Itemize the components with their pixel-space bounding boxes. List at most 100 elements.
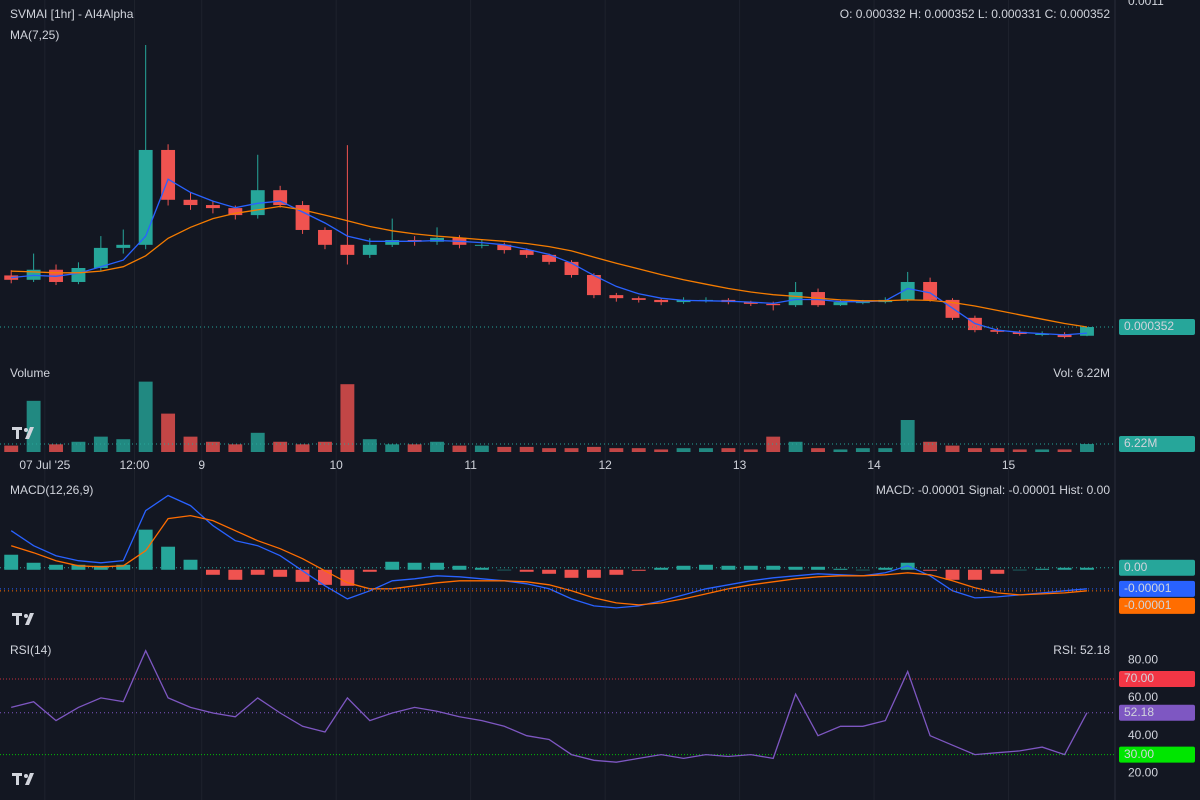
volume-bar <box>766 436 781 452</box>
y-tick-label: 20.00 <box>1128 766 1158 780</box>
histogram-bar <box>631 569 646 571</box>
histogram-bar <box>699 564 713 570</box>
volume-bar <box>967 448 982 452</box>
histogram-bar <box>362 569 377 572</box>
volume-bar <box>519 446 534 452</box>
volume-bar <box>4 445 19 452</box>
level-label-box <box>1119 671 1195 688</box>
volume-bar <box>250 432 265 452</box>
histogram-bar <box>4 554 19 570</box>
price-label-box <box>1119 319 1195 336</box>
volume-bar <box>542 448 557 452</box>
volume-label: 6.22M <box>1124 436 1157 450</box>
candle-body <box>93 247 108 268</box>
y-tick-label: 60.00 <box>1128 690 1158 704</box>
candle-body <box>228 208 243 216</box>
y-tick-label: 40.00 <box>1128 728 1158 742</box>
x-tick-label: 9 <box>198 458 205 472</box>
volume-bar <box>183 436 198 452</box>
histogram-bar <box>788 566 803 570</box>
histogram-bar <box>1080 567 1094 570</box>
histogram-bar <box>519 569 534 572</box>
histogram-bar <box>497 569 512 571</box>
histogram-bar <box>1057 567 1072 570</box>
volume-bar <box>586 446 601 452</box>
candle-body <box>900 281 915 300</box>
histogram-bar <box>71 564 86 570</box>
x-tick-label: 11 <box>464 458 477 472</box>
logo <box>12 613 34 625</box>
histogram-bar <box>273 569 288 577</box>
histogram-bar <box>743 565 758 570</box>
macd-line <box>11 514 1088 606</box>
histogram-bar <box>542 569 557 574</box>
volume-bar <box>273 441 288 452</box>
candle-body <box>923 281 938 300</box>
histogram-bar <box>1012 569 1027 571</box>
histogram-bar <box>318 569 332 585</box>
macd-value-label: -0.00001 <box>1124 581 1172 595</box>
volume-bar <box>564 448 579 452</box>
histogram-bar <box>586 569 601 578</box>
histogram-bar <box>654 567 669 570</box>
volume-bar <box>855 448 870 452</box>
hist-label: 0.00 <box>1124 560 1148 574</box>
x-tick-label: 12:00 <box>119 458 149 472</box>
candle-body <box>609 295 624 299</box>
candle-body <box>990 330 1005 332</box>
volume-bar <box>205 441 220 452</box>
y-tick-label: 80.00 <box>1128 652 1158 666</box>
volume-bar <box>788 441 803 452</box>
candle-body <box>474 244 489 246</box>
histogram-bar <box>967 569 982 580</box>
histogram-bar <box>295 569 310 582</box>
candle-body <box>631 298 646 300</box>
histogram-bar <box>766 565 781 570</box>
candle-body <box>116 244 131 248</box>
candle-body <box>743 302 758 304</box>
candle-body <box>586 274 601 296</box>
candle-body <box>205 205 220 209</box>
volume-bar <box>385 444 400 452</box>
histogram-bar <box>452 565 467 570</box>
rsi-label: 52.18 <box>1124 705 1154 719</box>
chart-title: SVMAI [1hr] - AI4Alpha <box>10 7 134 21</box>
volume-bar <box>811 448 825 452</box>
hist-label-box <box>1119 559 1195 576</box>
candle-body <box>318 229 332 245</box>
candle-body <box>1035 334 1050 336</box>
histogram-bar <box>228 569 243 580</box>
candle-body <box>542 254 557 262</box>
candle-body <box>788 292 803 306</box>
histogram-bar <box>407 562 422 570</box>
histogram-bar <box>564 569 579 578</box>
marks <box>0 45 1115 763</box>
volume-bar <box>318 441 332 452</box>
histogram-bar <box>49 564 63 570</box>
histogram-bar <box>183 559 198 570</box>
level-label: 70.00 <box>1124 671 1154 685</box>
volume-bar <box>474 445 489 452</box>
volume-bar <box>295 444 310 452</box>
x-tick-label: 10 <box>330 458 344 472</box>
volume-bar <box>676 448 691 452</box>
volume-bar <box>497 446 512 452</box>
panel-readout: Vol: 6.22M <box>1053 366 1110 380</box>
x-tick-label: 07 Jul '25 <box>19 458 70 472</box>
x-tick-label: 14 <box>867 458 881 472</box>
histogram-bar <box>855 569 870 571</box>
level-label: 30.00 <box>1124 747 1154 761</box>
candle-body <box>833 302 848 306</box>
histogram-bar <box>676 565 691 570</box>
candle-body <box>138 149 153 245</box>
histogram-bar <box>474 567 489 570</box>
volume-bar <box>26 400 41 452</box>
volume-bar <box>990 448 1005 452</box>
volume-bar <box>609 448 624 452</box>
level-label-box <box>1119 746 1195 763</box>
panel-title: RSI(14) <box>10 643 51 657</box>
histogram-bar <box>878 567 893 570</box>
candle-body <box>385 240 400 245</box>
rsi-label-box <box>1119 704 1195 721</box>
ma-line <box>11 178 1088 336</box>
